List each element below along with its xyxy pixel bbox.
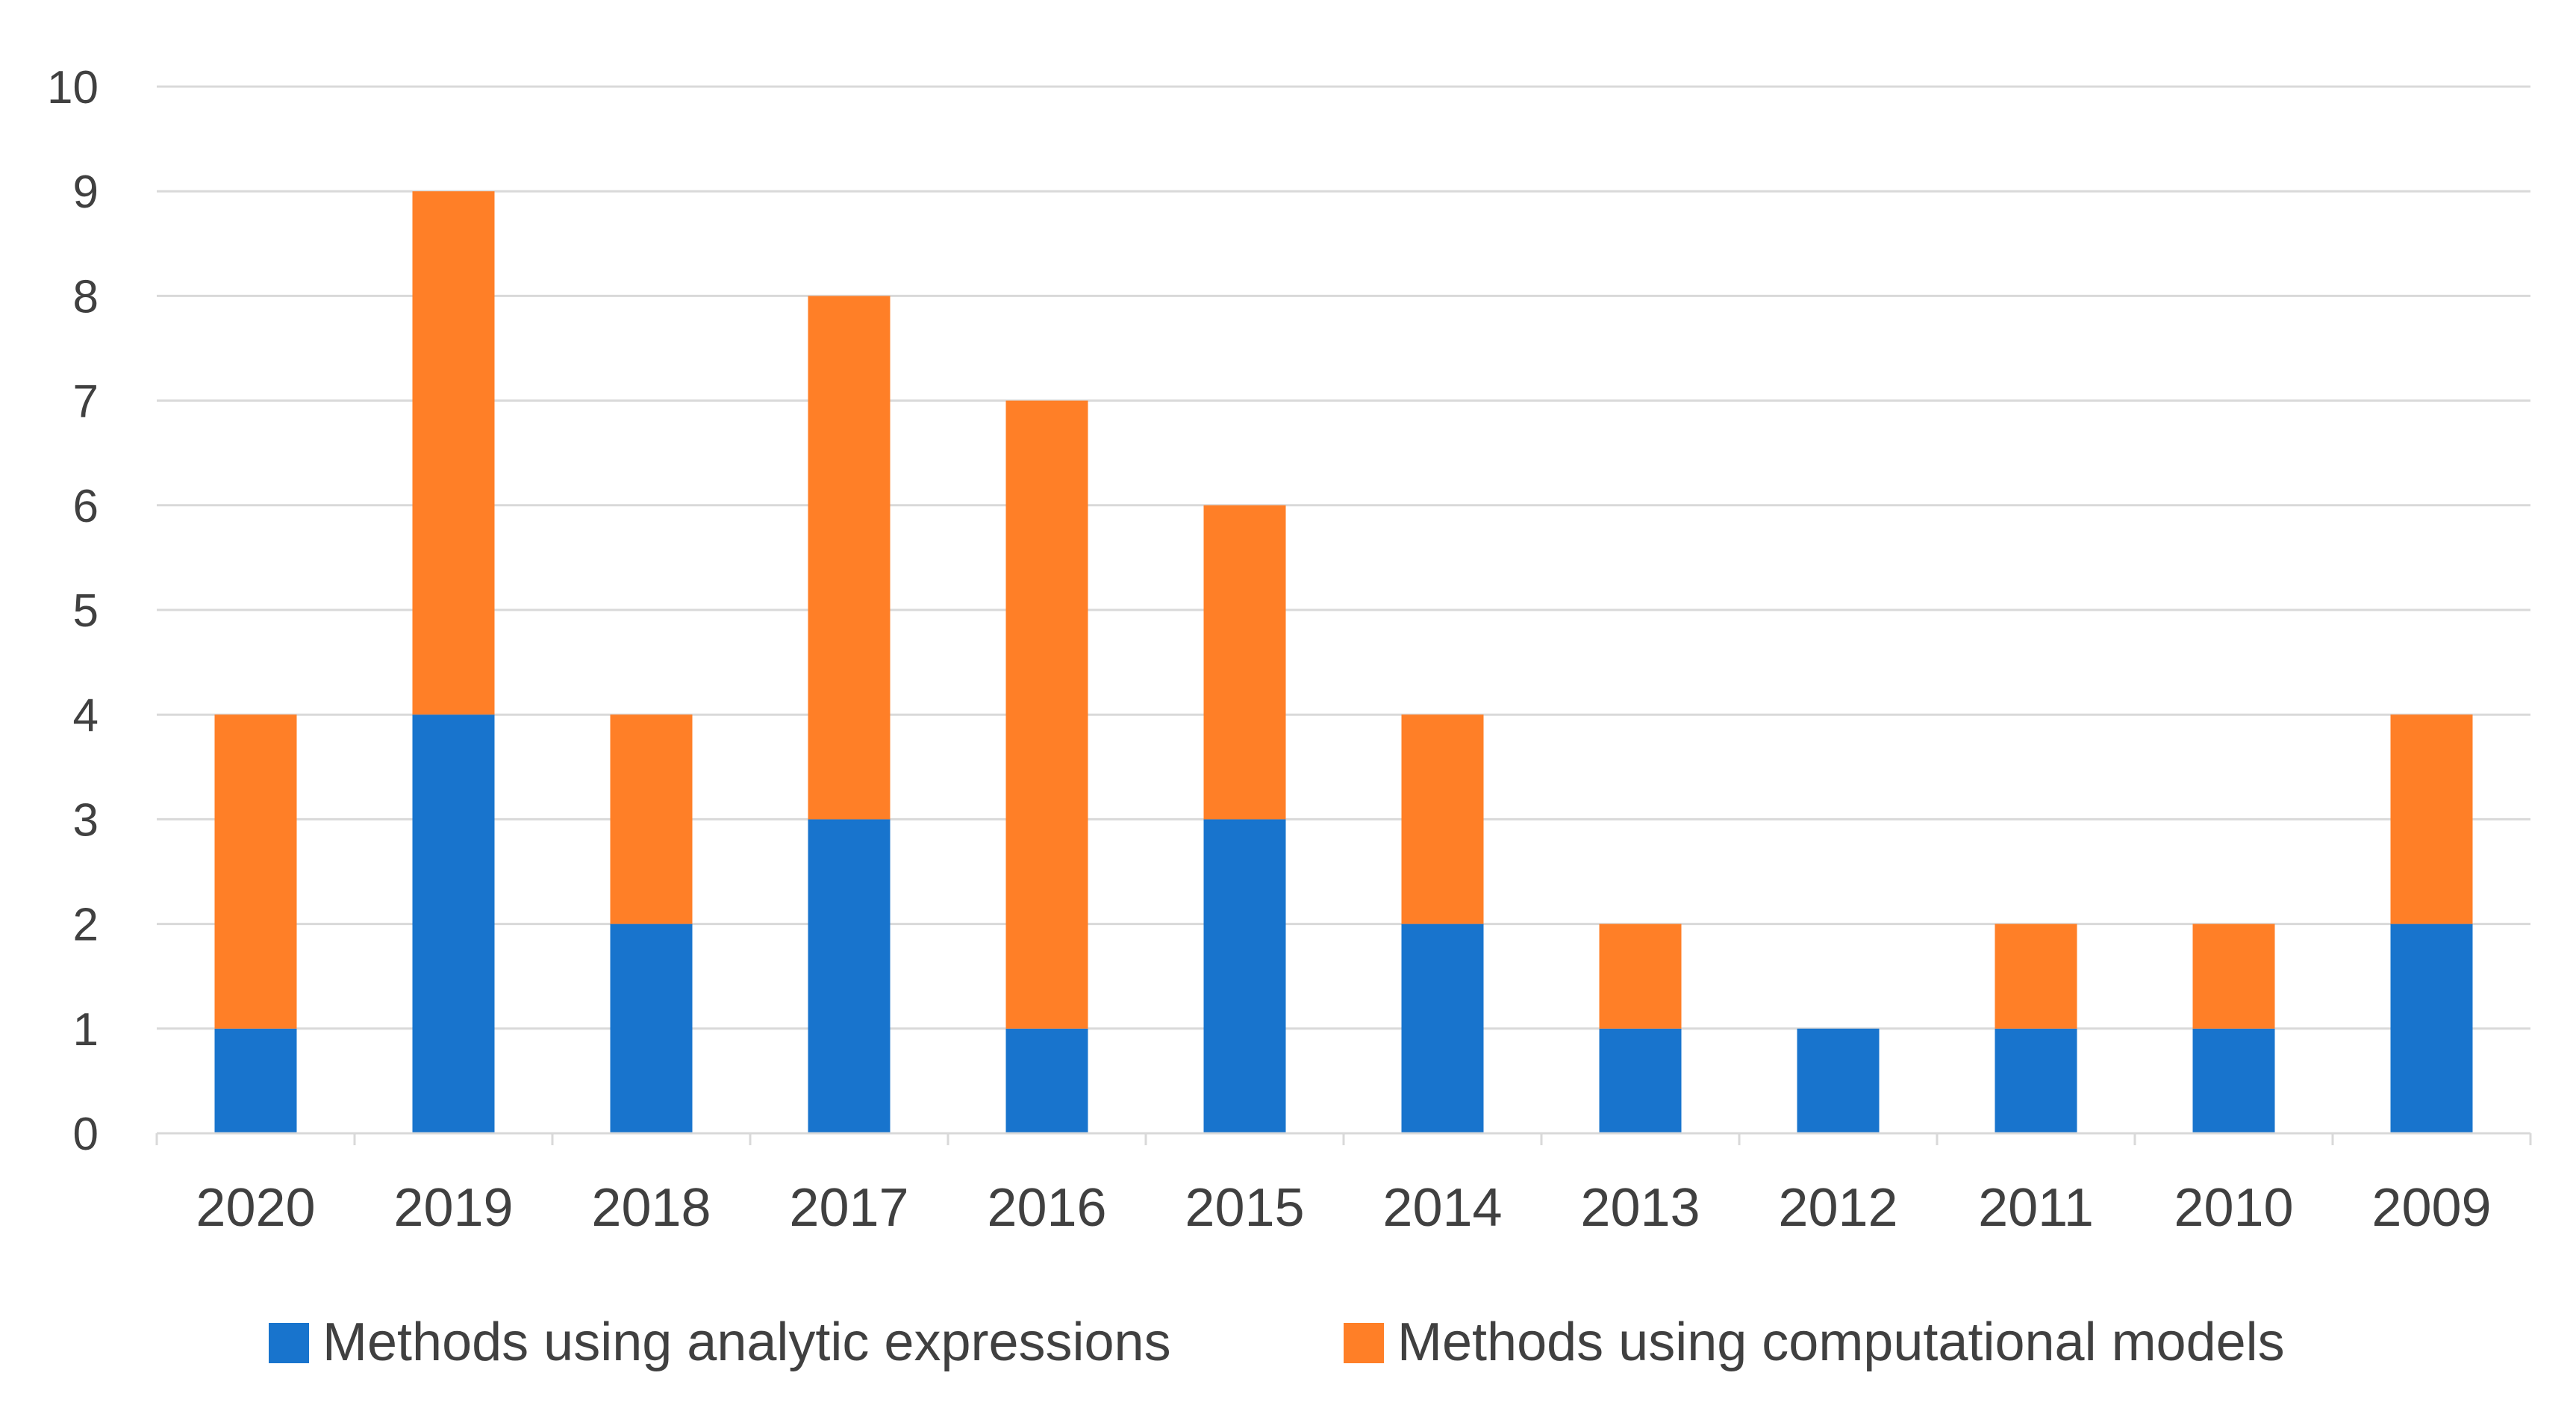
x-tick-label: 2016 [987,1178,1106,1238]
x-axis [155,1132,2532,1145]
x-tick-label: 2017 [789,1178,908,1238]
bar-2009-series-1 [2390,923,2473,1133]
x-tick-label: 2020 [196,1178,315,1238]
bar-2011-series-1 [1995,1028,2077,1133]
x-tick-label: 2019 [393,1178,513,1238]
bar-2017-series-1 [808,819,891,1133]
bar-2017-series-2 [808,296,891,820]
bar-2015-series-2 [1203,505,1286,820]
legend-label: Methods using computational models [1397,1312,2285,1372]
bar-2014-series-2 [1401,714,1484,924]
y-tick-label: 3 [73,794,99,846]
bar-2011-series-2 [1995,923,2077,1029]
bar-2019-series-2 [412,191,495,715]
y-tick-label: 9 [73,166,99,218]
bar-2018-series-1 [610,923,693,1133]
x-tick-label: 2010 [2174,1178,2293,1238]
bar-2010-series-1 [2192,1028,2275,1133]
y-tick-label: 7 [73,376,99,428]
x-tick-label: 2013 [1580,1178,1700,1238]
y-tick-label: 1 [73,1004,99,1056]
bar-2012-series-1 [1797,1028,1880,1133]
bar-2010-series-2 [2192,923,2275,1029]
legend-swatch [269,1323,309,1363]
legend-label: Methods using analytic expressions [322,1312,1171,1372]
bar-2019-series-1 [412,714,495,1133]
y-tick-label: 10 [47,62,99,113]
x-axis-tick-labels: 2020 2019 2018 2017 2016 2015 2014 2013 2012 2011… [196,1178,2491,1238]
y-axis-tick-labels: 0 1 2 3 4 5 6 7 8 9 10 [47,62,99,1160]
x-tick-label: 2009 [2371,1178,2491,1238]
y-tick-label: 8 [73,271,99,323]
y-tick-label: 5 [73,585,99,637]
y-tick-label: 2 [73,900,99,951]
x-tick-label: 2014 [1382,1178,1502,1238]
y-tick-label: 4 [73,690,99,741]
bar-2013-series-1 [1599,1028,1682,1133]
bar-2014-series-1 [1401,923,1484,1133]
y-tick-label: 0 [73,1109,99,1160]
bar-2009-series-2 [2390,714,2473,924]
y-tick-label: 6 [73,481,99,532]
bar-2020-series-2 [214,714,297,1029]
legend-swatch [1344,1323,1384,1363]
bar-2020-series-1 [214,1028,297,1133]
x-tick-label: 2018 [591,1178,711,1238]
legend: Methods using analytic expressions Method… [269,1312,2285,1372]
bar-2015-series-1 [1203,819,1286,1133]
x-tick-label: 2011 [1978,1178,2094,1238]
x-tick-label: 2012 [1778,1178,1897,1238]
bar-2013-series-2 [1599,923,1682,1029]
bar-2018-series-2 [610,714,693,924]
gridlines [157,85,2530,1030]
x-tick-label: 2015 [1185,1178,1304,1238]
bars [214,191,2473,1133]
bar-2016-series-2 [1005,400,1088,1029]
bar-2016-series-1 [1005,1028,1088,1133]
